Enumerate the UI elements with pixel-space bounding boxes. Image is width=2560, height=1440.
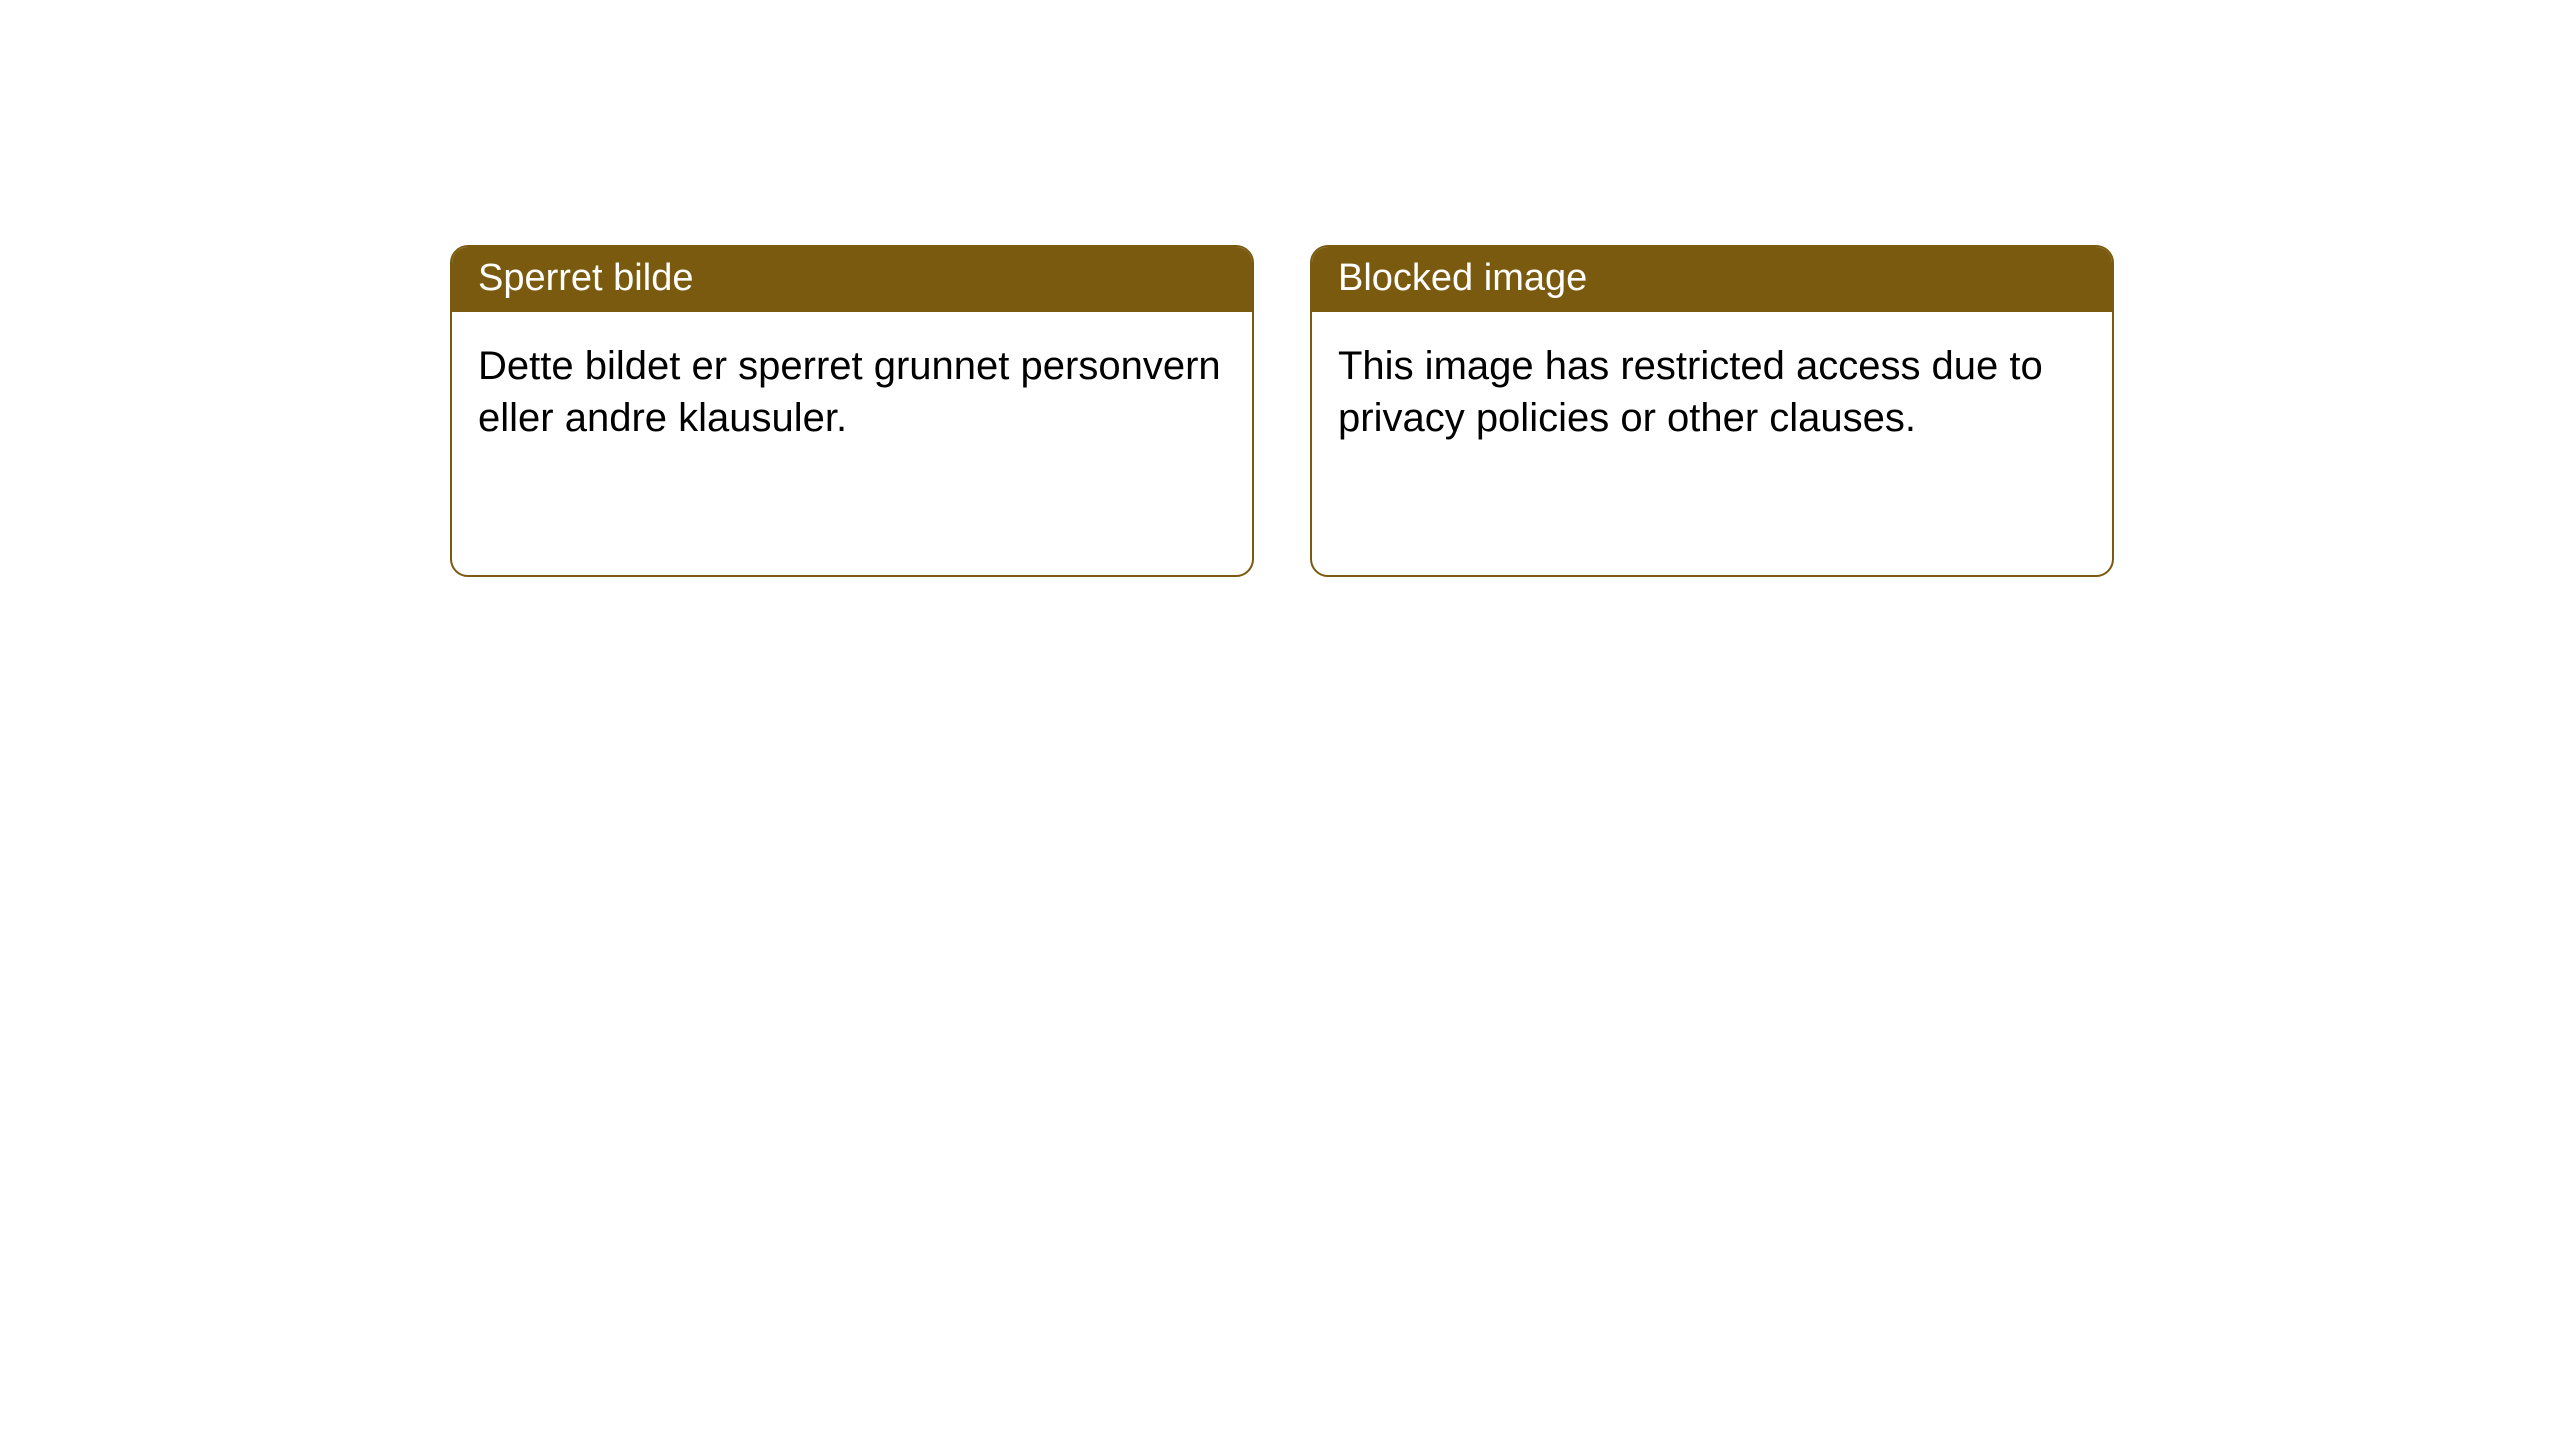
notice-container: Sperret bilde Dette bildet er sperret gr… bbox=[0, 0, 2560, 577]
notice-card-no: Sperret bilde Dette bildet er sperret gr… bbox=[450, 245, 1254, 577]
notice-header-no: Sperret bilde bbox=[452, 247, 1252, 312]
notice-body-en: This image has restricted access due to … bbox=[1312, 312, 2112, 472]
notice-card-en: Blocked image This image has restricted … bbox=[1310, 245, 2114, 577]
notice-body-no: Dette bildet er sperret grunnet personve… bbox=[452, 312, 1252, 472]
notice-header-en: Blocked image bbox=[1312, 247, 2112, 312]
